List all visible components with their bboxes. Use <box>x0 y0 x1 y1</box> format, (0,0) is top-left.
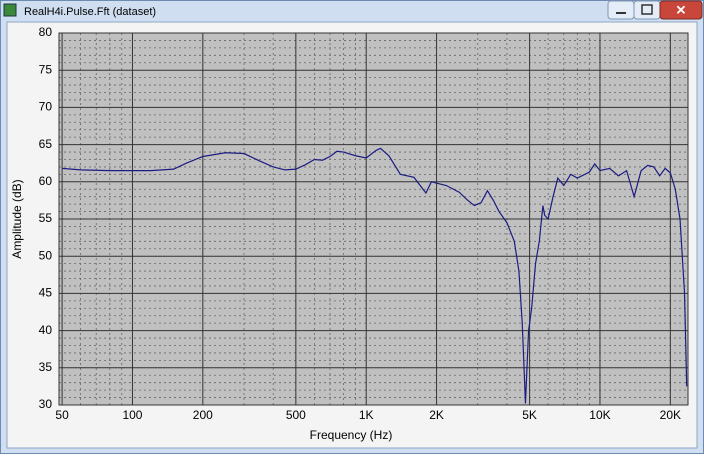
close-icon: ✕ <box>676 2 687 17</box>
window-title: RealH4i.Pulse.Fft (dataset) <box>24 6 156 18</box>
plot-border <box>58 32 689 406</box>
y-tick-label: 65 <box>39 137 53 151</box>
y-axis-label: Amplitude (dB) <box>10 179 24 258</box>
y-tick-label: 45 <box>39 286 53 300</box>
y-tick-label: 30 <box>39 397 53 411</box>
maximize-icon <box>641 4 653 15</box>
minimize-button[interactable] <box>607 0 635 20</box>
y-tick-label: 55 <box>39 211 53 225</box>
data-line <box>62 147 688 404</box>
x-axis-label: Frequency (Hz) <box>310 428 393 442</box>
y-tick-label: 60 <box>39 174 53 188</box>
x-tick-label: 1K <box>359 408 374 422</box>
window-icon <box>3 3 17 17</box>
grid <box>59 32 688 406</box>
maximize-button[interactable] <box>633 0 661 20</box>
x-tick-label: 5K <box>522 408 537 422</box>
y-tick-label: 70 <box>39 100 53 114</box>
x-tick-label: 2K <box>429 408 444 422</box>
y-tick-label: 40 <box>39 323 53 337</box>
x-tick-label: 500 <box>286 408 306 422</box>
x-tick-label: 200 <box>193 408 213 422</box>
y-tick-label: 75 <box>39 62 53 76</box>
close-button[interactable] <box>659 0 703 20</box>
plot <box>62 147 688 404</box>
x-tick-label: 50 <box>55 408 69 422</box>
y-tick-label: 35 <box>39 360 53 374</box>
y-tick-label: 50 <box>39 248 53 262</box>
x-tick-label: 20K <box>660 408 681 422</box>
y-tick-label: 80 <box>39 25 53 39</box>
x-tick-label: 100 <box>122 408 142 422</box>
x-tick-label: 10K <box>589 408 610 422</box>
